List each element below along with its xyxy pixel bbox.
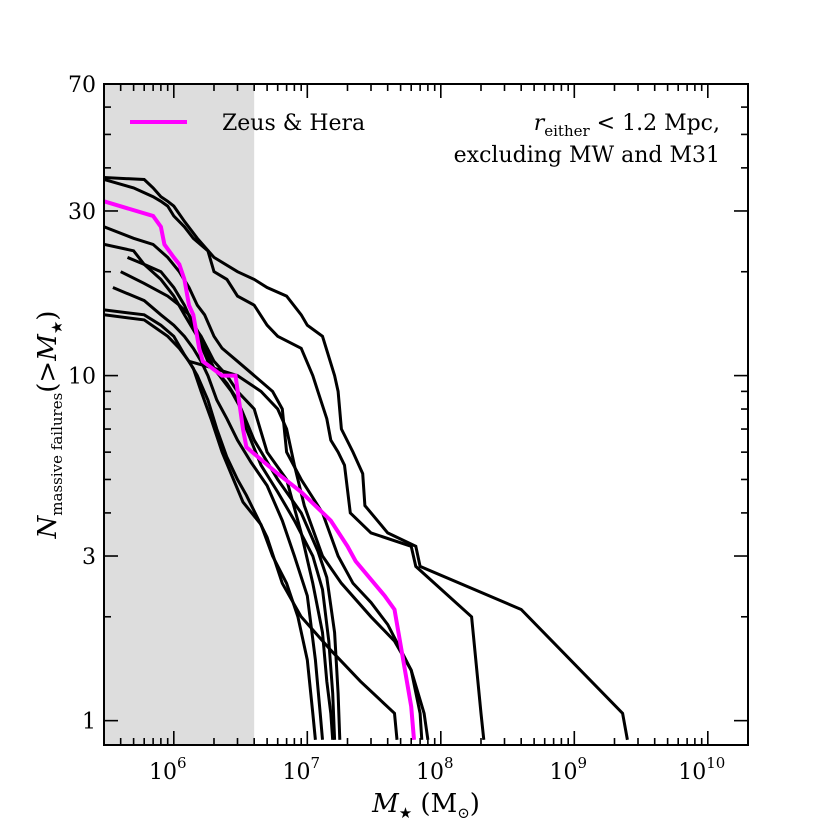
y-tick-label: 70	[68, 73, 96, 98]
y-axis-label: Nmassive failures(>M★)	[33, 311, 66, 540]
x-tick-label: 106	[149, 754, 187, 785]
y-tick-label: 30	[68, 200, 96, 225]
y-tick-label: 1	[82, 710, 96, 735]
y-tick-label: 10	[68, 365, 96, 390]
annotation-line-1: reither < 1.2 Mpc,	[534, 111, 720, 140]
series-line-host-8	[104, 308, 317, 740]
series-line-host-9	[104, 313, 399, 740]
labels-layer: 1 3 10 30 70 106 107 108 109 1010 M★ (M⊙) Nmassive …	[33, 73, 725, 822]
y-tick-label: 3	[82, 545, 96, 570]
series-line-zeus-hera	[104, 199, 416, 740]
plot-frame	[103, 83, 749, 746]
x-tick-label: 108	[416, 754, 454, 785]
x-tick-label: 107	[283, 754, 321, 785]
series-line-host-1	[104, 176, 629, 741]
series-line-host-10	[188, 359, 424, 740]
shaded-region-layer	[104, 84, 255, 745]
series-line-host-4	[104, 242, 335, 740]
series-layer	[104, 176, 629, 741]
shaded-region	[104, 84, 255, 745]
axes-frame-layer	[103, 83, 749, 746]
series-line-host-3	[104, 225, 430, 741]
x-axis-label: M★ (M⊙)	[371, 789, 480, 822]
series-line-host-7	[112, 286, 324, 740]
x-tick-label: 1010	[678, 754, 725, 785]
x-tick-label: 109	[550, 754, 588, 785]
ticks-layer	[103, 83, 749, 745]
legend-label: Zeus & Hera	[222, 111, 365, 136]
annotation-line-2: excluding MW and M31	[454, 143, 720, 168]
series-line-host-2	[104, 178, 486, 740]
